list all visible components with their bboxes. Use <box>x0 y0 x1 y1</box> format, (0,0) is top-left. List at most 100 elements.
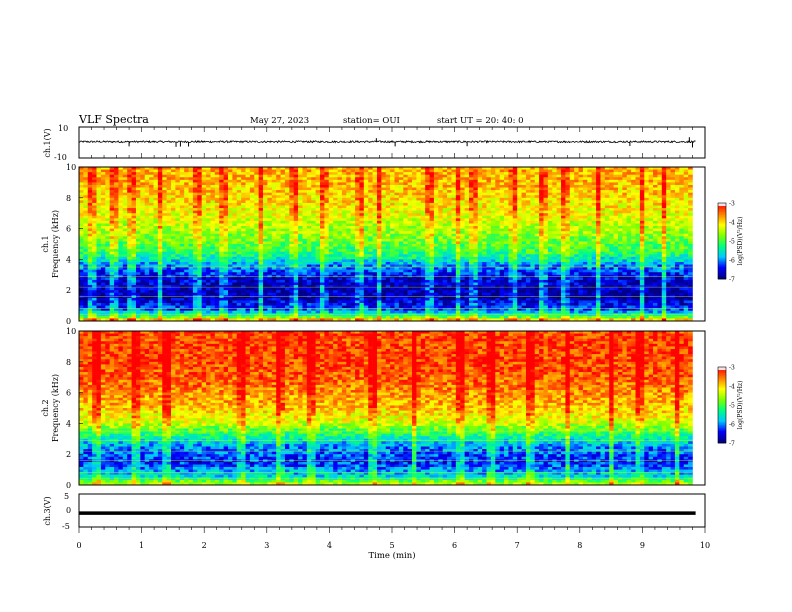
spectrogram-cell <box>153 174 159 178</box>
spectrogram-cell <box>372 318 378 322</box>
spectrogram-cell <box>219 241 224 245</box>
spectrogram-cell <box>184 169 189 173</box>
spectrogram-cell <box>140 167 146 170</box>
spectrogram-cell <box>201 197 207 201</box>
spectrogram-cell <box>122 172 128 175</box>
date-label: May 27, 2023 <box>250 116 309 126</box>
spectrogram-cell <box>403 187 408 191</box>
spectrogram-cell <box>385 264 391 268</box>
spectrogram-cell <box>267 318 273 322</box>
spectrogram-cell <box>372 215 378 219</box>
spectrogram-cell <box>236 231 242 235</box>
spectrogram-cell <box>324 285 330 288</box>
spectrogram-cell <box>100 172 106 175</box>
spectrogram-cell <box>122 195 128 199</box>
spectrogram-cell <box>109 264 115 268</box>
spectrogram-cell <box>355 241 360 245</box>
spectrogram-cell <box>188 200 194 204</box>
spectrogram-cell <box>179 315 185 319</box>
spectrogram-cell <box>271 264 277 268</box>
spectrogram-cell <box>328 236 334 240</box>
spectrogram-cell <box>105 187 110 191</box>
spectrogram-cell <box>153 269 159 273</box>
spectrogram-cell <box>420 172 426 175</box>
spectrogram-cell <box>403 184 408 188</box>
spectrogram-cell <box>263 251 268 255</box>
spectrogram-cell <box>267 246 273 250</box>
spectrogram-cell <box>140 205 146 209</box>
spectrogram-cell <box>210 272 216 276</box>
spectrogram-cell <box>407 264 413 268</box>
spectrogram-cell <box>258 205 264 209</box>
spectrogram-cell <box>363 315 369 319</box>
spectrogram-cell <box>100 182 106 186</box>
spectrogram-cell <box>219 208 224 211</box>
spectrogram-cell <box>87 290 93 294</box>
spectrogram-cell <box>140 231 146 235</box>
spectrogram-cell <box>131 184 137 188</box>
spectrogram-cell <box>381 192 387 196</box>
spectrogram-cell <box>394 238 400 242</box>
spectrogram-cell <box>206 249 211 252</box>
spectrogram-cell <box>214 264 220 268</box>
spectrogram-cell <box>214 249 220 252</box>
spectrogram-cell <box>412 179 417 183</box>
spectrogram-cell <box>381 256 387 260</box>
spectrogram-cell <box>157 236 163 240</box>
spectrogram-cell <box>254 238 259 242</box>
spectrogram-cell <box>175 192 181 196</box>
spectrogram-cell <box>153 167 159 170</box>
spectrogram-cell <box>92 202 97 206</box>
spectrogram-cell <box>162 215 167 219</box>
spectrogram-cell <box>258 236 264 240</box>
spectrogram-cell <box>219 197 224 201</box>
spectrogram-cell <box>179 220 185 224</box>
spectrogram-cell <box>363 241 369 245</box>
spectrogram-cell <box>398 218 404 222</box>
spectrogram-cell <box>293 277 299 281</box>
spectrogram-cell <box>306 169 312 173</box>
spectrogram-cell <box>127 169 132 173</box>
spectrogram-cell <box>87 292 93 296</box>
spectrogram-cell <box>135 277 141 281</box>
spectrogram-cell <box>280 200 286 204</box>
spectrogram-cell <box>337 192 343 196</box>
spectrogram-cell <box>293 315 299 319</box>
spectrogram-cell <box>284 287 290 291</box>
spectrogram-cell <box>83 205 89 209</box>
spectrogram-cell <box>144 236 150 240</box>
spectrogram-cell <box>87 287 93 291</box>
spectrogram-cell <box>385 228 391 232</box>
spectrogram-cell <box>118 277 124 281</box>
spectrogram-cell <box>87 167 93 170</box>
spectrogram-cell <box>429 233 435 237</box>
spectrogram-cell <box>429 285 435 288</box>
spectrogram-cell <box>157 190 163 193</box>
spectrogram-cell <box>376 210 382 214</box>
spectrogram-cell <box>403 233 408 237</box>
spectrogram-cell <box>100 256 106 260</box>
spectrogram-cell <box>280 292 286 296</box>
spectrogram-cell <box>425 285 430 288</box>
spectrogram-cell <box>227 272 233 276</box>
spectrogram-cell <box>175 202 181 206</box>
spectrogram-cell <box>105 282 110 286</box>
spectrogram-cell <box>83 251 89 255</box>
spectrogram-cell <box>153 297 159 301</box>
spectrogram-cell <box>171 184 176 188</box>
spectrogram-cell <box>429 254 435 258</box>
spectrogram-cell <box>109 267 115 270</box>
spectrogram-cell <box>171 318 176 322</box>
spectrogram-cell <box>372 172 378 175</box>
spectrogram-cell <box>293 308 299 312</box>
spectrogram-cell <box>267 249 273 252</box>
spectrogram-cell <box>407 202 413 206</box>
spectrogram-cell <box>324 256 330 260</box>
spectrogram-cell <box>350 190 356 193</box>
spectrogram-cell <box>162 167 167 170</box>
spectrogram-cell <box>341 236 347 240</box>
spectrogram-cell <box>219 200 224 204</box>
spectrogram-cell <box>394 241 400 245</box>
spectrogram-cell <box>153 220 159 224</box>
spectrogram-cell <box>227 184 233 188</box>
